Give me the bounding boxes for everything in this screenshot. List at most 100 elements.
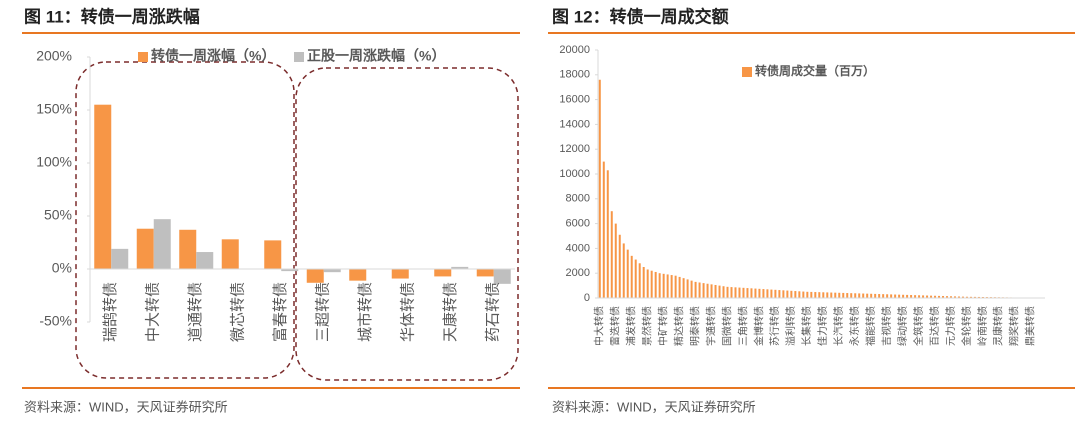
bar	[323, 269, 341, 273]
bar	[898, 294, 901, 298]
bar	[614, 223, 617, 298]
bar	[94, 104, 112, 269]
bar	[969, 296, 972, 298]
bar	[718, 285, 721, 298]
bar	[818, 292, 821, 298]
legend-label: 正股一周涨跌幅（%）	[307, 48, 445, 64]
bar	[957, 296, 960, 298]
bar	[906, 294, 909, 298]
bar	[918, 295, 921, 298]
bar	[786, 290, 789, 298]
bar	[391, 269, 409, 279]
x-tick-label: 福能转债	[864, 306, 877, 346]
x-tick-label: 明泰转债	[688, 306, 701, 346]
bar	[894, 294, 897, 298]
bar	[886, 294, 889, 298]
bar	[834, 292, 837, 298]
bar	[349, 269, 367, 281]
y-tick-label: 10000	[559, 168, 590, 180]
bar	[854, 293, 857, 298]
bar	[874, 293, 877, 298]
y-tick-label: 0%	[52, 260, 72, 276]
x-tick-label: 中大转债	[145, 282, 162, 342]
bar	[706, 283, 709, 298]
x-tick-label: 长集转债	[800, 306, 813, 346]
bar	[902, 294, 905, 298]
bar	[111, 248, 129, 269]
bar	[934, 295, 937, 298]
bar	[942, 296, 945, 298]
bar	[602, 161, 605, 298]
bar	[451, 266, 469, 269]
bar	[710, 284, 713, 298]
bar	[476, 269, 494, 277]
bar	[890, 294, 893, 298]
bar	[264, 240, 282, 269]
bar	[961, 296, 964, 298]
bar	[642, 267, 645, 298]
bar	[806, 291, 809, 298]
bar	[281, 269, 299, 272]
y-tick-label: 50%	[44, 207, 72, 223]
bar	[726, 286, 729, 298]
x-tick-label: 中矿转债	[656, 306, 669, 346]
bar	[686, 279, 689, 298]
bar	[646, 269, 649, 298]
y-tick-label: 18000	[559, 69, 590, 81]
x-tick-label: 三超转债	[315, 282, 332, 342]
y-tick-label: 20000	[559, 44, 590, 56]
bar	[650, 270, 653, 298]
bar	[702, 283, 705, 298]
bar	[698, 282, 701, 298]
bar	[870, 293, 873, 298]
y-tick-label: 200%	[36, 48, 72, 64]
bar	[738, 287, 741, 298]
bar	[814, 292, 817, 298]
y-tick-label: 6000	[566, 218, 590, 230]
bar	[822, 292, 825, 298]
bar	[914, 295, 917, 298]
bar	[306, 269, 324, 283]
y-tick-label: 8000	[566, 193, 590, 205]
x-tick-label: 浦发转债	[625, 306, 638, 346]
bar	[977, 296, 980, 298]
bar	[626, 249, 629, 298]
bar	[734, 287, 737, 298]
bar	[846, 293, 849, 298]
bar	[878, 294, 881, 298]
x-tick-label: 道通转债	[187, 282, 204, 342]
legend-swatch	[138, 52, 148, 62]
bar	[766, 289, 769, 298]
bar	[842, 292, 845, 298]
bar	[610, 211, 613, 298]
bar	[862, 293, 865, 298]
bar	[930, 295, 933, 298]
y-tick-label: 150%	[36, 101, 72, 117]
x-tick-label: 溢利转债	[784, 306, 797, 346]
bar	[606, 170, 609, 298]
bar	[850, 293, 853, 298]
bar	[746, 288, 749, 298]
bar	[922, 295, 925, 298]
x-tick-label: 富春转债	[271, 282, 289, 342]
bar	[794, 291, 797, 298]
legend-label: 转债周成交量（百万）	[755, 63, 875, 78]
bar	[866, 293, 869, 298]
y-tick-label: 4000	[566, 242, 590, 254]
bar	[790, 290, 793, 298]
y-tick-label: 14000	[559, 118, 590, 130]
x-tick-label: 百达转债	[928, 306, 941, 346]
y-tick-label: 0	[584, 292, 590, 304]
bar	[810, 291, 813, 298]
bar	[830, 292, 833, 298]
bar	[882, 294, 885, 298]
bar	[973, 296, 976, 298]
bar	[965, 296, 968, 298]
bar	[750, 288, 753, 298]
highlight-box	[295, 67, 519, 381]
x-tick-label: 城市转债	[357, 282, 374, 342]
bar	[634, 259, 637, 298]
x-tick-label: 翔奖转债	[1008, 306, 1021, 346]
y-tick-label: 16000	[559, 94, 590, 106]
